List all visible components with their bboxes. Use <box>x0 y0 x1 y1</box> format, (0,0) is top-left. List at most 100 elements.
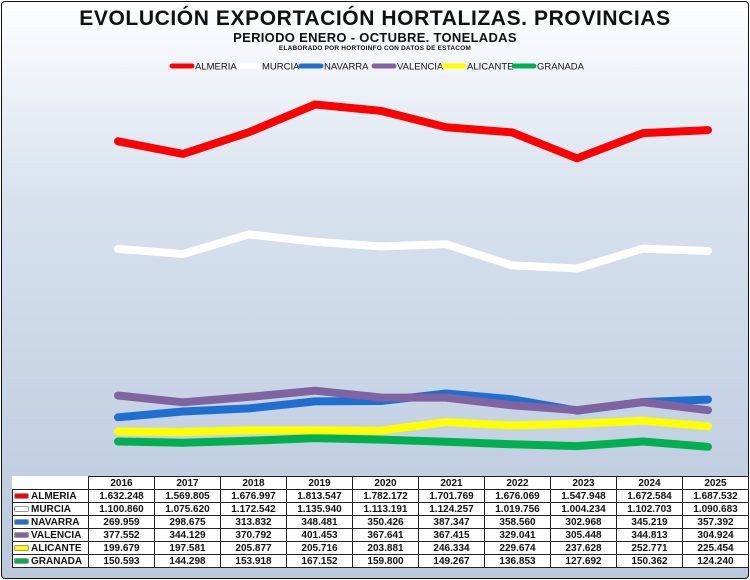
table-cell: 1.676.997 <box>220 489 287 503</box>
table-row-murcia: MURCIA 1.100.860 1.075.620 1.172.542 1.135.9… <box>12 502 749 516</box>
table-cell: 370.792 <box>220 528 287 542</box>
table-cell: 1.676.069 <box>484 489 551 503</box>
table-year-header: 2018 <box>220 476 287 490</box>
table-row-swatch <box>14 531 29 538</box>
series-line-almeria <box>114 100 712 163</box>
legend-label-almeria: ALMERIA <box>195 62 237 73</box>
table-row-name: MURCIA <box>31 503 71 515</box>
table-cell: 313.832 <box>220 515 287 529</box>
table-cell: 1.075.620 <box>154 502 221 516</box>
table-cell: 127.692 <box>550 554 617 568</box>
table-cell: 237.628 <box>550 541 617 555</box>
legend-label-granada: GRANADA <box>537 62 585 73</box>
legend-label-navarra: NAVARRA <box>324 62 369 73</box>
table-year-header: 2019 <box>286 476 353 490</box>
table-cell: 1.102.703 <box>616 502 683 516</box>
table-cell: 1.100.860 <box>88 502 155 516</box>
table-row-name: VALENCIA <box>31 529 82 541</box>
table-cell: 225.454 <box>682 541 749 555</box>
table-cell: 1.004.234 <box>550 502 617 516</box>
table-cell: 1.019.756 <box>484 502 551 516</box>
table-cell: 1.172.542 <box>220 502 287 516</box>
table-cell: 203.881 <box>352 541 419 555</box>
table-cell: 387.347 <box>418 515 485 529</box>
table-cell: 1.547.948 <box>550 489 617 503</box>
table-cell: 136.853 <box>484 554 551 568</box>
table-row-name: ALMERIA <box>31 490 77 502</box>
table-cell: 401.453 <box>286 528 353 542</box>
table-row-swatch <box>14 505 29 512</box>
table-cell: 1.124.257 <box>418 502 485 516</box>
series-line-valencia <box>114 386 712 415</box>
table-cell: 1.090.683 <box>682 502 749 516</box>
table-cell: 252.771 <box>616 541 683 555</box>
table-cell: 1.672.584 <box>616 489 683 503</box>
table-cell: 298.675 <box>154 515 221 529</box>
table-row-label: ALICANTE <box>12 541 89 555</box>
table-cell: 344.813 <box>616 528 683 542</box>
table-cell: 304.924 <box>682 528 749 542</box>
chart-legend: ALMERIA MURCIA NAVARRA VALENCIA ALICANTE GRAN… <box>169 62 585 73</box>
table-cell: 199.679 <box>88 541 155 555</box>
table-cell: 167.152 <box>286 554 353 568</box>
table-cell: 197.581 <box>154 541 221 555</box>
table-cell: 1.813.547 <box>286 489 353 503</box>
table-cell: 367.415 <box>418 528 485 542</box>
table-cell: 358.560 <box>484 515 551 529</box>
table-row-navarra: NAVARRA 269.959 298.675 313.832 348.481 350.4… <box>12 515 749 529</box>
table-year-header: 2023 <box>550 476 617 490</box>
table-row-swatch <box>14 518 29 525</box>
table-row-label: VALENCIA <box>12 528 89 542</box>
table-row-label: GRANADA <box>12 554 89 568</box>
legend-label-murcia: MURCIA <box>262 62 300 73</box>
table-cell: 1.687.532 <box>682 489 749 503</box>
table-cell: 350.426 <box>352 515 419 529</box>
table-cell: 246.334 <box>418 541 485 555</box>
chart-source-note: ELABORADO POR HORTOINFO CON DATOS DE EST… <box>278 45 472 52</box>
table-year-header: 2024 <box>616 476 683 490</box>
table-cell: 144.298 <box>154 554 221 568</box>
table-year-header: 2021 <box>418 476 485 490</box>
table-cell: 153.918 <box>220 554 287 568</box>
table-row-swatch <box>14 544 29 551</box>
table-year-header: 2022 <box>484 476 551 490</box>
series-line-alicante <box>114 416 712 436</box>
table-cell: 205.877 <box>220 541 287 555</box>
table-row-label: ALMERIA <box>12 489 89 503</box>
table-cell: 269.959 <box>88 515 155 529</box>
table-cell: 302.968 <box>550 515 617 529</box>
table-corner <box>13 477 89 490</box>
table-cell: 150.593 <box>88 554 155 568</box>
chart-title: EVOLUCIÓN EXPORTACIÓN HORTALIZAS. PROVIN… <box>79 7 671 30</box>
table-row-name: GRANADA <box>31 555 83 567</box>
table-cell: 1.701.769 <box>418 489 485 503</box>
table-cell: 124.240 <box>682 554 749 568</box>
table-cell: 345.219 <box>616 515 683 529</box>
table-cell: 1.632.248 <box>88 489 155 503</box>
table-cell: 205.716 <box>286 541 353 555</box>
chart-subtitle: PERIODO ENERO - OCTUBRE. TONELADAS <box>233 30 517 45</box>
table-cell: 229.674 <box>484 541 551 555</box>
table-cell: 367.641 <box>352 528 419 542</box>
series-lines <box>114 100 712 451</box>
series-line-granada <box>114 434 712 451</box>
legend-label-alicante: ALICANTE <box>467 62 513 73</box>
legend-label-valencia: VALENCIA <box>397 62 444 73</box>
table-row-swatch <box>14 557 29 564</box>
table-year-header: 2016 <box>88 476 155 490</box>
table-cell: 149.267 <box>418 554 485 568</box>
series-line-murcia <box>114 230 712 273</box>
table-cell: 344.129 <box>154 528 221 542</box>
table-cell: 348.481 <box>286 515 353 529</box>
table-cell: 329.041 <box>484 528 551 542</box>
table-row-name: NAVARRA <box>31 516 80 528</box>
table-cell: 377.552 <box>88 528 155 542</box>
table-row-label: NAVARRA <box>12 515 89 529</box>
table-row-alicante: ALICANTE 199.679 197.581 205.877 205.716 203.… <box>12 541 749 555</box>
table-cell: 305.448 <box>550 528 617 542</box>
table-cell: 1.135.940 <box>286 502 353 516</box>
table-cell: 159.800 <box>352 554 419 568</box>
table-year-header: 2020 <box>352 476 419 490</box>
table-year-header: 2025 <box>682 476 749 490</box>
